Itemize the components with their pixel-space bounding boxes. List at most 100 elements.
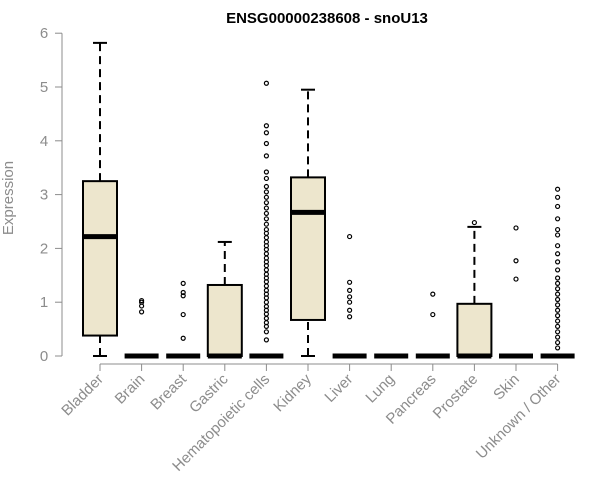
outlier-point xyxy=(263,130,269,136)
x-tick-label: Breast xyxy=(147,370,190,413)
x-tick-label: Kidney xyxy=(270,370,315,415)
y-tick-label: 5 xyxy=(40,79,48,96)
outlier-point xyxy=(263,153,269,159)
y-tick-label: 1 xyxy=(40,294,48,311)
outlier-point xyxy=(554,307,561,313)
outlier-point xyxy=(263,200,269,206)
outlier-point xyxy=(263,329,269,335)
box-brain xyxy=(124,297,159,359)
y-axis-label: Expression xyxy=(0,161,17,235)
outlier-point xyxy=(347,294,353,300)
y-tick-label: 3 xyxy=(40,187,48,204)
outlier-point xyxy=(180,335,186,341)
x-tick-label: Bladder xyxy=(58,371,107,420)
outlier-point xyxy=(139,297,145,304)
outlier-point xyxy=(263,140,269,147)
outlier-point xyxy=(554,302,561,308)
x-tick-label: Skin xyxy=(490,371,523,404)
outlier-point xyxy=(430,311,436,318)
outlier-point xyxy=(554,243,561,249)
outlier-point xyxy=(554,323,561,330)
outlier-point xyxy=(554,280,561,286)
outlier-point xyxy=(263,194,269,200)
plot-area xyxy=(82,41,575,359)
outlier-point xyxy=(554,291,561,297)
outlier-point xyxy=(430,291,436,297)
outlier-point xyxy=(513,276,519,282)
box-unknown-other xyxy=(540,186,575,359)
outlier-point xyxy=(347,279,353,285)
outlier-point xyxy=(554,286,561,292)
outlier-point xyxy=(347,314,353,320)
outlier-point xyxy=(263,189,269,195)
box-hematopoietic-cells xyxy=(249,80,284,359)
box-liver xyxy=(332,233,367,359)
outlier-point xyxy=(554,194,561,200)
box-pancreas xyxy=(415,291,450,359)
outlier-point xyxy=(554,318,561,324)
outlier-point xyxy=(263,183,269,190)
outlier-point xyxy=(263,221,269,227)
y-axis: 0 1 2 3 4 5 6 xyxy=(40,25,63,365)
outlier-point xyxy=(263,80,269,86)
outlier-point xyxy=(554,275,561,281)
outlier-point xyxy=(554,226,561,233)
outlier-point xyxy=(347,307,353,313)
chart-title: ENSG00000238608 - snoU13 xyxy=(226,10,428,27)
box-kidney xyxy=(290,88,326,357)
outlier-point xyxy=(471,219,477,226)
outlier-point xyxy=(554,267,561,273)
outlier-point xyxy=(554,232,561,238)
outlier-point xyxy=(263,267,269,273)
outlier-point xyxy=(263,205,269,211)
y-tick-label: 2 xyxy=(40,240,48,257)
x-tick-label: Prostate xyxy=(430,371,482,423)
outlier-point xyxy=(554,329,561,335)
box-iqr xyxy=(290,176,326,321)
outlier-point xyxy=(263,283,269,289)
box-breast xyxy=(166,280,201,359)
outlier-point xyxy=(347,233,353,240)
outlier-point xyxy=(139,309,145,315)
outlier-point xyxy=(263,235,269,241)
outlier-point xyxy=(180,289,186,296)
outlier-point xyxy=(263,175,269,182)
outlier-point xyxy=(554,296,561,303)
box-iqr xyxy=(206,283,243,358)
outlier-point xyxy=(180,293,186,299)
box-gastric xyxy=(206,240,243,359)
outlier-point xyxy=(180,280,186,286)
x-tick-label: Brain xyxy=(112,371,149,408)
outlier-point xyxy=(554,216,561,222)
outlier-point xyxy=(554,313,561,319)
outlier-point xyxy=(263,216,269,222)
outlier-point xyxy=(263,315,269,321)
outlier-point xyxy=(263,226,269,233)
outlier-point xyxy=(263,337,269,343)
outlier-point xyxy=(263,123,269,129)
box-iqr xyxy=(82,180,118,337)
x-tick-label: Liver xyxy=(321,371,356,406)
y-tick-label: 4 xyxy=(40,133,48,150)
box-iqr xyxy=(456,302,493,357)
outlier-point xyxy=(554,186,561,192)
outlier-point xyxy=(554,345,561,351)
outlier-point xyxy=(180,311,186,318)
x-tick-label: Lung xyxy=(362,371,398,407)
outlier-point xyxy=(513,258,519,264)
outlier-point xyxy=(554,339,561,346)
outlier-point xyxy=(263,299,269,305)
outlier-point xyxy=(513,225,519,231)
outlier-point xyxy=(263,169,269,175)
outlier-point xyxy=(263,251,269,257)
box-skin xyxy=(499,225,533,359)
box-prostate xyxy=(456,219,493,359)
outlier-point xyxy=(263,210,269,217)
outlier-point xyxy=(554,203,561,210)
outlier-point xyxy=(554,251,561,257)
outlier-point xyxy=(554,259,561,265)
y-tick-label: 0 xyxy=(40,348,48,365)
outlier-point xyxy=(554,334,561,340)
